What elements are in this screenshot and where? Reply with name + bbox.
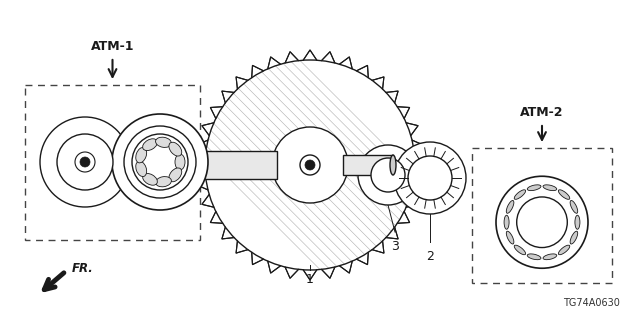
Circle shape [496, 176, 588, 268]
Text: TG74A0630: TG74A0630 [563, 298, 620, 308]
Bar [175, 151, 277, 179]
Text: FR.: FR. [72, 262, 93, 276]
Ellipse shape [543, 185, 557, 191]
Circle shape [300, 155, 320, 175]
Ellipse shape [506, 231, 514, 244]
Bar [25, 85, 200, 240]
Text: ATM-1: ATM-1 [91, 40, 134, 53]
Ellipse shape [570, 201, 578, 213]
Circle shape [124, 126, 196, 198]
Ellipse shape [156, 137, 172, 148]
Circle shape [358, 145, 418, 205]
Circle shape [305, 160, 315, 170]
Bar [343, 155, 393, 175]
Ellipse shape [136, 161, 147, 177]
Ellipse shape [543, 254, 557, 260]
Ellipse shape [504, 215, 509, 229]
Circle shape [80, 157, 90, 167]
Ellipse shape [169, 168, 182, 182]
Ellipse shape [143, 139, 157, 151]
Circle shape [272, 127, 348, 203]
Text: 3: 3 [391, 240, 399, 253]
Ellipse shape [143, 173, 157, 185]
Ellipse shape [506, 201, 514, 213]
Ellipse shape [169, 142, 182, 156]
Circle shape [205, 60, 415, 270]
Ellipse shape [558, 190, 570, 199]
Ellipse shape [570, 231, 578, 244]
Ellipse shape [390, 155, 396, 175]
Circle shape [40, 117, 130, 207]
Ellipse shape [514, 245, 525, 255]
Circle shape [394, 142, 466, 214]
Circle shape [516, 197, 567, 248]
Ellipse shape [136, 148, 147, 163]
Circle shape [408, 156, 452, 200]
Circle shape [57, 134, 113, 190]
Ellipse shape [527, 254, 541, 260]
Ellipse shape [527, 185, 541, 191]
Ellipse shape [558, 245, 570, 255]
Ellipse shape [514, 190, 525, 199]
Text: 1: 1 [306, 273, 314, 286]
Ellipse shape [175, 154, 185, 170]
Circle shape [75, 152, 95, 172]
Circle shape [371, 158, 405, 192]
Text: ATM-2: ATM-2 [520, 106, 564, 119]
Text: 2: 2 [426, 250, 434, 263]
Ellipse shape [575, 215, 580, 229]
Circle shape [112, 114, 208, 210]
Bar [472, 148, 612, 283]
Ellipse shape [156, 177, 172, 187]
Circle shape [132, 134, 188, 190]
Ellipse shape [172, 151, 178, 179]
